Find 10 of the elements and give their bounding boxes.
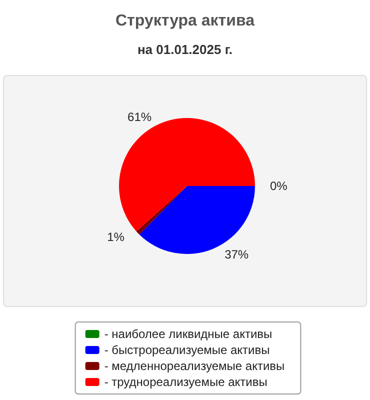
text: 0% (270, 179, 288, 193)
chart-subtitle: на 01.01.2025 г. (137, 42, 233, 57)
data-label: 61% (128, 110, 152, 124)
chart-title: Структура актива (116, 12, 255, 30)
data-label: 1% (107, 230, 125, 244)
legend-label: - медленнореализуемые активы (104, 359, 285, 373)
legend-label: - наиболее ликвидные активы (104, 327, 272, 341)
legend-label: - быстрореализуемые активы (104, 343, 270, 357)
data-label: 37% (224, 247, 249, 262)
legend-label: - труднореализуемые активы (104, 375, 268, 389)
